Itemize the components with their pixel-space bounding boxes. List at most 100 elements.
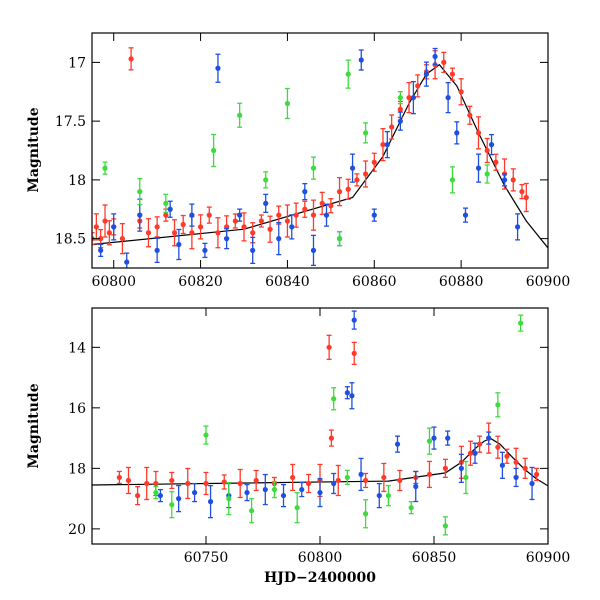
bottom-red-point <box>125 466 132 495</box>
top-blue-point <box>323 203 330 227</box>
top-green-point <box>284 87 291 120</box>
top-blue-point <box>358 49 364 71</box>
bottom-red-point <box>116 470 122 485</box>
top-red-point <box>475 116 482 150</box>
x-axis-label: HJD−2400000 <box>264 570 376 586</box>
bottom-red-point <box>363 472 369 489</box>
top-blue-point <box>98 243 104 258</box>
top-red-point <box>380 127 386 162</box>
top-red-point <box>371 152 377 172</box>
bottom-green-point <box>203 425 209 445</box>
bottom-red-point <box>477 435 483 453</box>
top-blue-point <box>302 182 308 201</box>
bottom-red-point <box>504 448 510 464</box>
top-green-point <box>363 122 369 144</box>
bottom-blue-point <box>192 482 198 503</box>
top-green-point <box>263 171 269 189</box>
bottom-green-point <box>426 427 433 455</box>
top-red-point <box>310 199 317 231</box>
bottom-red-point <box>306 473 312 494</box>
top-green-point <box>345 59 351 89</box>
top-red-point <box>232 213 238 229</box>
top-red-point <box>180 214 186 235</box>
top-red-point <box>354 173 360 187</box>
bottom-x-tick-labels: 60750 60800 60850 60900 <box>184 550 571 566</box>
top-blue-point <box>215 53 221 83</box>
bottom-green-point <box>294 492 300 524</box>
bottom-blue-point <box>499 451 505 479</box>
top-blue-point <box>349 153 356 183</box>
top-blue-point <box>445 81 451 114</box>
bottom-plot-area <box>92 310 548 536</box>
top-blue-point <box>384 130 390 159</box>
top-x-tick-label: 60820 <box>178 274 223 290</box>
top-green-point <box>102 161 108 175</box>
top-green-point <box>163 193 169 214</box>
bottom-y-tick-label: 20 <box>68 522 86 538</box>
top-red-point <box>406 81 412 114</box>
bottom-red-point <box>442 458 448 479</box>
top-red-point <box>345 178 351 200</box>
bottom-y-tick-label: 18 <box>68 461 86 477</box>
top-blue-point <box>167 200 173 218</box>
top-axis-ticks <box>92 33 549 268</box>
bottom-red-point <box>237 468 243 499</box>
bottom-green-point <box>495 392 501 418</box>
bottom-green-point <box>385 484 391 507</box>
bottom-blue-point <box>445 430 451 446</box>
bottom-red-point <box>253 469 259 492</box>
top-blue-point <box>454 121 460 145</box>
bottom-red-point <box>335 464 341 497</box>
bottom-y-tick-label: 16 <box>68 401 86 417</box>
top-red-point <box>302 200 308 218</box>
bottom-red-point <box>467 440 474 466</box>
bottom-red-point <box>185 467 191 500</box>
bottom-red-point <box>203 471 209 496</box>
top-blue-point <box>488 133 495 156</box>
top-red-point <box>449 67 456 81</box>
top-red-point <box>119 222 125 255</box>
bottom-red-point <box>351 341 357 366</box>
bottom-blue-point <box>262 473 268 506</box>
bottom-blue-point <box>394 435 401 453</box>
bottom-x-tick-label: 60900 <box>526 550 571 566</box>
top-blue-point <box>276 221 282 256</box>
bottom-green-point <box>408 501 414 515</box>
bottom-green-point <box>344 469 350 486</box>
top-y-tick-label: 17 <box>68 55 86 71</box>
bottom-y-tick-labels: 14 16 18 20 <box>68 340 86 538</box>
top-red-point <box>319 191 325 216</box>
bottom-green-point <box>249 498 255 524</box>
bottom-blue-point <box>513 467 519 488</box>
top-fit-line <box>92 63 548 249</box>
top-x-tick-labels: 60800 60820 60840 60860 60880 60900 <box>91 274 570 290</box>
top-blue-point <box>501 173 508 187</box>
top-red-point <box>284 204 291 238</box>
bottom-blue-point <box>280 483 287 508</box>
bottom-blue-point <box>299 481 305 498</box>
top-green-point <box>397 90 403 105</box>
top-green-point <box>449 166 456 194</box>
top-green-point <box>137 177 143 206</box>
top-blue-point <box>224 227 230 250</box>
bottom-red-point <box>144 466 150 501</box>
bottom-red-point <box>221 474 227 490</box>
bottom-green-point <box>271 480 277 499</box>
top-y-axis-label: Magnitude <box>26 107 42 192</box>
top-x-tick-label: 60860 <box>352 274 397 290</box>
bottom-red-point <box>135 485 141 506</box>
bottom-blue-point <box>376 482 382 509</box>
bottom-blue-point <box>431 426 437 450</box>
top-y-tick-label: 18 <box>68 173 86 189</box>
bottom-green-point <box>331 387 337 411</box>
top-blue-point <box>289 214 295 240</box>
top-y-tick-label: 17.5 <box>55 114 86 130</box>
top-blue-point <box>432 47 438 66</box>
bottom-blue-point <box>176 484 182 513</box>
bottom-green-point <box>518 314 524 332</box>
top-red-point <box>276 205 282 225</box>
bottom-blue-point <box>317 477 323 508</box>
bottom-red-point <box>534 467 540 482</box>
bottom-y-tick-label: 14 <box>68 340 86 356</box>
